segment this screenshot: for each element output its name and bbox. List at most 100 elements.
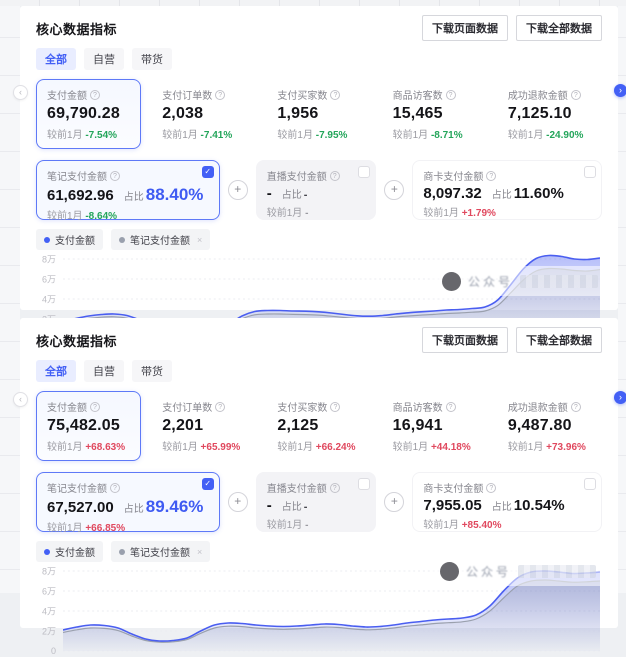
compare-label: 较前1月 <box>423 208 459 219</box>
sub-card-product-card-payment[interactable]: 商卡支付金额? 8,097.32 占比 11.60% 较前1月 +1.79% <box>412 160 603 220</box>
checkbox-icon[interactable] <box>358 166 371 178</box>
download-page-data-button[interactable]: 下载页面数据 <box>422 327 508 353</box>
tab-affiliate[interactable]: 带货 <box>132 48 172 70</box>
sub-value: - <box>266 497 272 514</box>
background-right-strip <box>618 0 626 593</box>
legend-item-note-payment-amount[interactable]: 笔记支付金额 × <box>111 229 211 250</box>
tab-self-operated[interactable]: 自营 <box>84 360 124 382</box>
legend-item-note-payment-amount[interactable]: 笔记支付金额 × <box>111 541 211 562</box>
info-icon[interactable]: ? <box>330 89 341 100</box>
tab-all[interactable]: 全部 <box>36 48 76 70</box>
checkbox-icon[interactable] <box>358 478 371 490</box>
checkbox-icon[interactable] <box>201 478 214 490</box>
ratio-label: 占比 <box>491 502 512 513</box>
download-all-data-button[interactable]: 下载全部数据 <box>516 15 602 41</box>
info-icon[interactable]: ? <box>486 170 497 181</box>
sub-card-live-payment[interactable]: 直播支付金额? - 占比 - 较前1月 - <box>255 160 377 220</box>
compare-label: 较前1月 <box>47 442 83 453</box>
delta-value: - <box>305 208 309 219</box>
info-icon[interactable]: ? <box>329 170 340 181</box>
info-icon[interactable]: ? <box>570 89 581 100</box>
plus-operator-icon: + <box>384 180 405 200</box>
background-top-strip <box>0 0 626 6</box>
close-icon[interactable]: × <box>197 234 203 245</box>
compare-label: 较前1月 <box>392 442 429 453</box>
compare-label: 较前1月 <box>507 442 544 453</box>
watermark-text: 公众号 <box>466 564 512 579</box>
ratio-value: - <box>303 189 308 201</box>
metric-card-buyer-count[interactable]: 支付买家数? 1,956 较前1月 -7.95% <box>266 79 371 149</box>
carousel-next-icon[interactable]: › <box>614 84 626 97</box>
info-icon[interactable]: ? <box>90 401 100 412</box>
metric-value: 2,038 <box>162 105 204 122</box>
sub-label: 笔记支付金额 <box>47 484 107 495</box>
carousel-next-icon[interactable]: › <box>614 391 626 404</box>
metric-card-buyer-count[interactable]: 支付买家数? 2,125 较前1月 +66.24% <box>266 391 371 461</box>
metric-value: 75,482.05 <box>47 417 120 434</box>
delta-value: +66.24% <box>315 442 356 453</box>
compare-label: 较前1月 <box>277 442 313 453</box>
carousel-prev-icon[interactable]: ‹ <box>13 85 28 100</box>
tab-affiliate[interactable]: 带货 <box>132 360 172 382</box>
info-icon[interactable]: ? <box>486 482 497 493</box>
checkbox-icon[interactable] <box>584 478 597 490</box>
watermark-mosaic <box>518 564 597 578</box>
ratio-label: 占比 <box>123 504 144 515</box>
delta-value: +44.18% <box>430 442 471 453</box>
metric-card-order-count[interactable]: 支付订单数? 2,038 较前1月 -7.41% <box>151 79 256 149</box>
metric-label: 商品访客数 <box>392 91 443 102</box>
core-metrics-panel-1: 核心数据指标 下载页面数据 下载全部数据 全部 自营 带货 支付金额? 69,7… <box>20 6 618 344</box>
ratio-label: 占比 <box>281 190 302 201</box>
download-page-data-button[interactable]: 下载页面数据 <box>422 15 508 41</box>
ratio-label: 占比 <box>491 190 512 201</box>
info-icon[interactable]: ? <box>330 401 341 412</box>
ratio-value: 89.46% <box>145 497 204 516</box>
info-icon[interactable]: ? <box>445 89 456 100</box>
metric-label: 支付买家数 <box>277 91 328 102</box>
info-icon[interactable]: ? <box>329 482 340 493</box>
sub-value: 61,692.96 <box>47 187 114 204</box>
info-icon[interactable]: ? <box>570 401 581 412</box>
ratio-label: 占比 <box>123 192 144 203</box>
info-icon[interactable]: ? <box>110 482 120 493</box>
metric-value: 16,941 <box>392 417 443 434</box>
close-icon[interactable]: × <box>197 546 203 557</box>
tab-all[interactable]: 全部 <box>36 360 76 382</box>
compare-label: 较前1月 <box>392 130 429 141</box>
metric-card-payment-amount[interactable]: 支付金额? 75,482.05 较前1月 +68.63% <box>36 391 142 461</box>
metric-card-order-count[interactable]: 支付订单数? 2,201 较前1月 +65.99% <box>151 391 256 461</box>
tab-self-operated[interactable]: 自营 <box>84 48 124 70</box>
info-icon[interactable]: ? <box>90 89 100 100</box>
ratio-value: - <box>303 501 308 513</box>
metric-card-payment-amount[interactable]: 支付金额? 69,790.28 较前1月 -7.54% <box>36 79 142 149</box>
info-icon[interactable]: ? <box>215 401 226 412</box>
download-all-data-button[interactable]: 下载全部数据 <box>516 327 602 353</box>
info-icon[interactable]: ? <box>445 401 456 412</box>
metric-card-refund-amount[interactable]: 成功退款金额? 9,487.80 较前1月 +73.96% <box>497 391 602 461</box>
compare-label: 较前1月 <box>47 211 83 222</box>
metric-card-product-visitors[interactable]: 商品访客数? 16,941 较前1月 +44.18% <box>382 391 487 461</box>
info-icon[interactable]: ? <box>110 170 120 181</box>
compare-label: 较前1月 <box>47 130 83 141</box>
sub-card-product-card-payment[interactable]: 商卡支付金额? 7,955.05 占比 10.54% 较前1月 +85.40% <box>412 472 603 532</box>
sub-card-live-payment[interactable]: 直播支付金额? - 占比 - 较前1月 - <box>255 472 377 532</box>
checkbox-icon[interactable] <box>584 166 597 178</box>
metric-card-refund-amount[interactable]: 成功退款金额? 7,125.10 较前1月 -24.90% <box>497 79 602 149</box>
watermark-overlay: 公众号 <box>431 556 618 586</box>
metric-value: 7,125.10 <box>507 105 572 122</box>
legend-item-payment-amount[interactable]: 支付金额 <box>36 229 103 250</box>
panel-header: 核心数据指标 下载页面数据 下载全部数据 <box>36 318 602 353</box>
delta-value: -24.90% <box>546 130 584 141</box>
info-icon[interactable]: ? <box>215 89 226 100</box>
carousel-prev-icon[interactable]: ‹ <box>13 392 28 407</box>
legend-item-payment-amount[interactable]: 支付金额 <box>36 541 103 562</box>
checkbox-icon[interactable] <box>201 166 214 178</box>
metric-label: 成功退款金额 <box>507 91 568 102</box>
ratio-value: 88.40% <box>145 185 204 204</box>
compare-label: 较前1月 <box>266 208 303 219</box>
series-dot-icon <box>119 548 125 555</box>
sub-label: 直播支付金额 <box>266 172 327 183</box>
metric-card-product-visitors[interactable]: 商品访客数? 15,465 较前1月 -8.71% <box>382 79 487 149</box>
